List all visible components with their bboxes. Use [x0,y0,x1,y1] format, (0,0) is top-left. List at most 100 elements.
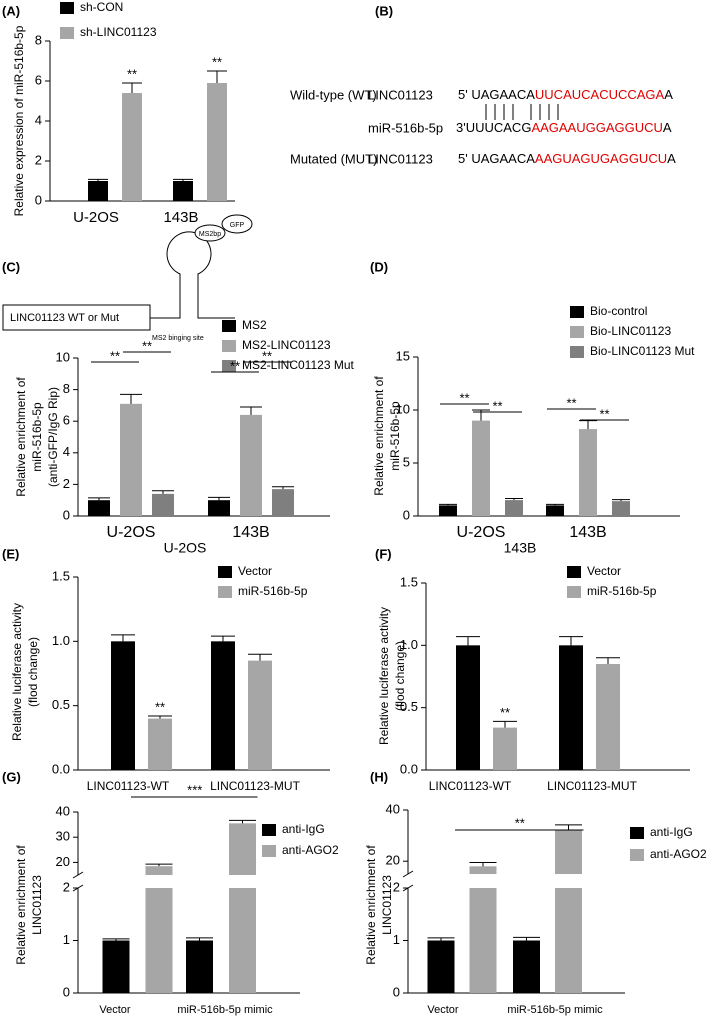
y-tick-label: 0 [403,507,410,522]
site-label: MS2 binging site [152,335,204,342]
panel-label: (F) [375,546,392,561]
bar [248,660,272,770]
gene-name: LINC01123 [368,151,433,166]
y-axis-label: Relative enrichment of [14,377,28,497]
y-tick-label: 20 [56,854,70,869]
bar [173,181,193,201]
y-axis-label: Relative luciferase activity [10,603,24,741]
bar [513,940,540,993]
bar [208,500,230,516]
bar [493,727,517,770]
legend-swatch [570,326,584,338]
legend-label: anti-IgG [650,825,693,839]
significance: ** [500,705,510,720]
x-tick-label: Vector [99,1004,131,1016]
bar [229,823,256,875]
x-tick-label: Vector [427,1004,459,1016]
legend-swatch [60,2,74,14]
y-axis-label: LINC01123 [30,875,44,935]
x-tick-label: 143B [163,209,198,226]
legend-swatch [222,320,236,332]
y-axis-label: Relative expression of miR-516b-5p [12,25,26,216]
y-axis-label: miR-516b-5p [30,402,44,472]
legend-label: Bio-LINC01123 [590,324,671,338]
legend-label: anti-IgG [282,822,325,836]
x-tick-label: LINC01123-WT [429,779,512,793]
y-tick-label: 1.5 [400,574,418,589]
significance: ** [110,348,120,363]
bar-lower-part [145,888,173,993]
legend-label: Vector [238,564,272,578]
x-tick-label: miR-516b-5p mimic [177,1004,273,1016]
gene-name: miR-516b-5p [368,120,443,135]
seq-site: AAGUAGUGAGGUCU [535,151,667,166]
significance: ** [515,815,525,830]
y-axis-label: miR-516b-5p [388,401,402,471]
legend-swatch [218,586,232,598]
seq-prefix: 5' UAGAACA [458,151,535,166]
bar [88,500,110,516]
significance: ** [599,406,609,421]
legend-swatch [570,346,584,358]
bar [111,641,135,770]
panel-label: (G) [2,769,21,784]
significance: *** [187,782,202,797]
significance: ** [142,338,152,353]
y-tick-label: 0 [35,192,42,207]
bar [596,664,620,770]
y-axis-label: Relative enrichment of [372,376,386,496]
y-axis-label: LINC01123 [380,875,394,935]
panel-label: (A) [2,3,20,18]
y-tick-label: 1.5 [52,568,70,583]
pairing-lines [485,104,559,120]
protein-label: MS2bp [199,231,221,238]
legend-label: anti-AGO2 [650,847,707,861]
panel-label: (E) [2,546,19,561]
bar [469,866,497,874]
y-tick-label: 30 [56,829,70,844]
x-tick-label: LINC01123-MUT [210,779,300,793]
bar [211,641,235,770]
y-tick-label: 2 [393,879,400,894]
axis-break [402,870,414,878]
protein-label: GFP [230,222,245,229]
y-tick-label: 1 [63,932,70,947]
y-tick-label: 0.0 [52,761,70,776]
y-tick-label: 4 [35,112,42,127]
seq-prefix: 5' UAGAACA [458,87,535,102]
row-name: Wild-type (WT) [290,87,377,102]
x-tick-label: U-2OS [73,209,119,226]
y-tick-label: 2 [35,152,42,167]
bar [148,718,172,770]
y-tick-label: 10 [396,401,410,416]
x-tick-label: LINC01123-MUT [547,779,637,793]
y-tick-label: 2 [63,879,70,894]
seq-site: AAGAAUGGAGGUCU [531,120,662,135]
bar [439,505,457,516]
bar [555,830,582,874]
bar [472,420,490,516]
y-axis-label: Relative enrichment of [364,845,378,965]
bar [122,93,142,201]
significance: ** [262,348,272,363]
box-label: LINC01123 WT or Mut [10,312,119,324]
bar [612,501,630,516]
legend-swatch [570,306,584,318]
protein [194,224,226,242]
bar [102,940,130,993]
significance: ** [155,699,165,714]
chart-title: 143B [504,540,537,556]
axis-break [72,871,84,879]
legend-swatch [218,566,232,578]
x-tick-label: 143B [569,524,606,541]
legend-swatch [222,360,236,372]
y-tick-label: 0.5 [400,699,418,714]
significance: ** [492,398,502,413]
panel-label: (B) [375,3,393,18]
y-tick-label: 20 [386,853,400,868]
chart-title: U-2OS [164,540,207,556]
x-tick-label: LINC01123-WT [87,779,170,793]
legend-label: MS2-LINC01123 Mut [242,358,354,372]
bar [207,83,227,201]
y-tick-label: 4 [63,444,70,459]
